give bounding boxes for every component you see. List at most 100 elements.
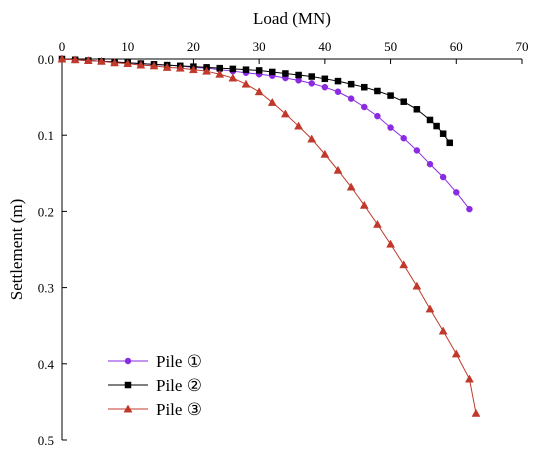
pile-1-point <box>466 205 473 213</box>
pile-3-point <box>425 304 435 313</box>
axes: 0 10 20 30 40 50 60 70 0.0 0.1 0.2 0.3 0.4 0.5 Load … <box>7 9 529 448</box>
x-axis-label: Load (MN) <box>253 9 331 28</box>
pile-3-point <box>281 109 290 118</box>
pile-1-point <box>321 83 329 91</box>
pile-3-point <box>451 349 461 358</box>
x-tick-label: 60 <box>450 39 463 54</box>
y-tick-label: 0.0 <box>38 52 54 67</box>
pile-2-point <box>282 70 289 77</box>
pile-2-point <box>426 116 434 124</box>
pile-3-point <box>202 66 211 75</box>
pile-3-point <box>70 55 80 64</box>
y-tick-label: 0.1 <box>38 128 54 143</box>
pile-3-point <box>412 281 422 290</box>
legend-label: Pile ③ <box>156 400 202 419</box>
pile-1-point <box>347 95 355 102</box>
x-tick-label: 40 <box>318 39 331 54</box>
pile-3-point <box>267 97 277 106</box>
pile-3-point <box>136 60 146 69</box>
pile-3-point <box>189 65 198 74</box>
x-tick-label: 20 <box>187 39 200 54</box>
pile-3-point <box>175 63 185 72</box>
x-tick-label: 50 <box>384 39 397 54</box>
pile-3-point <box>346 182 356 191</box>
y-axis-label: Settlement (m) <box>7 199 26 301</box>
pile-2-point <box>334 77 342 85</box>
pile-3-point <box>320 149 330 158</box>
pile-3-point <box>438 326 448 335</box>
y-tick-label: 0.4 <box>38 357 55 372</box>
pile-1-line <box>61 58 470 210</box>
legend-marker <box>123 404 133 413</box>
pile-2-point <box>433 122 440 130</box>
pile-3-point <box>97 56 106 65</box>
pile-3-point <box>471 408 481 417</box>
pile-1-point <box>334 88 342 96</box>
pile-3-point <box>307 134 317 143</box>
pile-1-point <box>453 189 460 196</box>
pile-2-point <box>387 92 394 99</box>
legend-marker <box>124 381 132 389</box>
pile-3-point <box>294 121 303 130</box>
pile-1-series <box>58 55 473 213</box>
x-tick-label: 70 <box>516 39 529 54</box>
pile-2-point <box>242 66 250 73</box>
pile-3-point <box>254 87 264 96</box>
pile-3-point <box>399 260 409 269</box>
legend: Pile ① Pile ② Pile ③ <box>108 352 202 419</box>
pile-2-point <box>255 67 263 74</box>
legend-item-pile-3: Pile ③ <box>108 400 202 419</box>
pile-3-point <box>465 374 474 383</box>
pile-2-point <box>446 139 453 147</box>
pile-1-point <box>426 160 434 168</box>
pile-3-series <box>57 54 481 417</box>
pile-3-point <box>57 54 67 63</box>
y-tick-label: 0.2 <box>38 204 54 219</box>
legend-item-pile-2: Pile ② <box>108 376 202 395</box>
pile-1-point <box>387 124 394 131</box>
x-tick-label: 0 <box>59 39 66 54</box>
pile-3-point <box>228 73 238 82</box>
pile-3-point <box>162 62 172 71</box>
pile-3-point <box>333 165 343 174</box>
y-tick-label: 0.5 <box>38 433 54 448</box>
legend-label: Pile ① <box>156 352 202 371</box>
pile-1-point <box>413 147 421 154</box>
pile-1-point <box>361 103 368 111</box>
pile-2-point <box>295 71 302 79</box>
series-layer <box>57 54 481 417</box>
x-tick-label: 10 <box>121 39 134 54</box>
y-tick-label: 0.3 <box>38 281 54 296</box>
pile-2-point <box>321 75 329 83</box>
pile-3-point <box>110 58 119 67</box>
pile-3-point <box>359 200 369 209</box>
pile-2-point <box>361 83 368 91</box>
legend-marker <box>124 357 132 365</box>
x-ticks: 0 10 20 30 40 50 60 70 <box>59 39 529 64</box>
pile-3-point <box>386 239 395 248</box>
pile-2-point <box>347 80 355 88</box>
y-ticks: 0.0 0.1 0.2 0.3 0.4 0.5 <box>38 52 67 448</box>
pile-3-point <box>373 219 382 228</box>
pile-3-point <box>83 56 93 64</box>
pile-1-point <box>439 173 447 181</box>
pile-2-point <box>439 130 447 137</box>
x-tick-label: 30 <box>253 39 266 54</box>
pile-2-point <box>308 73 315 80</box>
pile-1-point <box>400 134 407 142</box>
pile-1-point <box>308 80 315 87</box>
pile-3-point <box>215 69 225 78</box>
legend-label: Pile ② <box>156 376 202 395</box>
pile-3-point <box>149 61 159 70</box>
pile-2-series <box>58 55 453 147</box>
pile-1-point <box>374 112 381 120</box>
pile-3-point <box>123 59 133 68</box>
pile-2-point <box>413 106 421 113</box>
pile-2-point <box>400 98 407 105</box>
legend-item-pile-1: Pile ① <box>108 352 202 371</box>
pile-2-point <box>374 87 381 95</box>
pile-2-point <box>269 68 276 76</box>
pile-2-point <box>229 65 237 73</box>
